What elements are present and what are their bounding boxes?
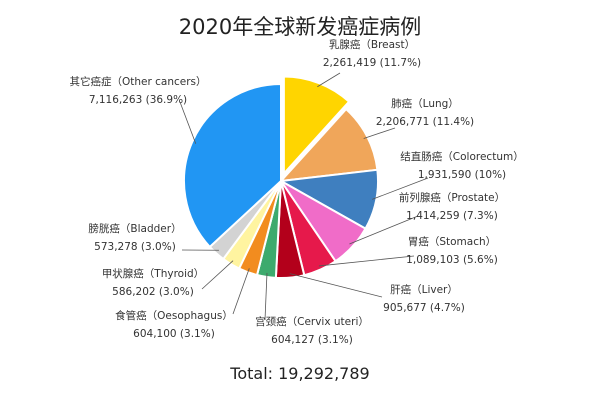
slice-name-label: 肺癌（Lung） [391,97,459,110]
slice-value-label: 573,278 (3.0%) [94,241,176,253]
slice-value-label: 7,116,263 (36.9%) [89,94,187,106]
chart-title: 2020年全球新发癌症病例 [179,15,421,39]
slice-name-label: 膀胱癌（Bladder） [88,222,181,235]
slice-name-label: 前列腺癌（Prostate） [399,191,505,204]
slice-name-label: 乳腺癌（Breast） [329,38,415,51]
slice-name-label: 其它癌症（Other cancers） [69,75,206,88]
slice-value-label: 2,206,771 (11.4%) [376,116,474,128]
leader-line [232,268,250,315]
slice-value-label: 905,677 (4.7%) [383,302,465,314]
slice-name-label: 胃癌（Stomach） [408,235,496,248]
slice-value-label: 604,127 (3.1%) [271,334,353,346]
pie-slice [282,75,351,177]
total-label: Total: 19,292,789 [229,364,369,383]
leader-line [372,177,429,200]
pie-slice [278,107,379,183]
slice-name-label: 结直肠癌（Colorectum） [400,150,523,163]
leader-line [201,260,234,290]
slice-value-label: 1,931,590 (10%) [418,169,506,181]
slice-value-label: 1,414,259 (7.3%) [406,210,498,222]
slice-value-label: 604,100 (3.1%) [133,328,215,340]
slice-labels: 乳腺癌（Breast） 2,261,419 (11.7%) 肺癌（Lung） 2,20… [69,38,523,346]
slice-value-label: 586,202 (3.0%) [112,286,194,298]
leader-line [179,101,197,144]
pie-slices [183,75,379,279]
pie-slice [183,82,282,249]
slice-value-label: 1,089,103 (5.6%) [406,254,498,266]
slice-value-label: 2,261,419 (11.7%) [323,57,421,69]
leader-line [317,72,341,88]
leader-lines [179,72,429,321]
slice-name-label: 肝癌（Liver） [390,283,458,296]
leader-line [349,215,419,245]
leader-line [289,273,383,298]
slice-name-label: 食管癌（Oesophagus） [115,309,233,322]
leader-line [318,255,415,267]
leader-line [264,272,268,321]
leader-line [363,127,396,139]
slice-name-label: 甲状腺癌（Thyroid） [102,267,204,280]
slice-name-label: 宫颈癌（Cervix uteri） [255,315,369,328]
